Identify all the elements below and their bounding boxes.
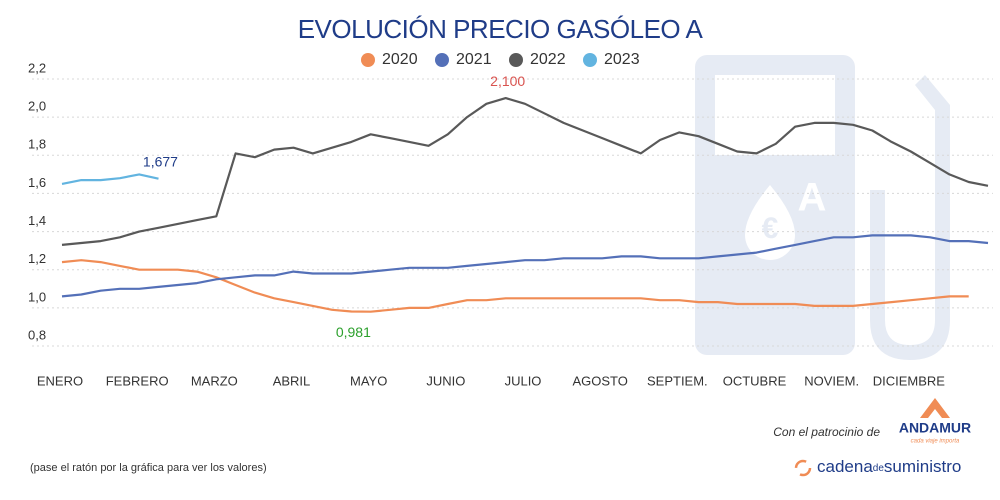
- legend-marker: [583, 53, 597, 67]
- legend-marker: [509, 53, 523, 67]
- x-tick-label: SEPTIEM.: [647, 373, 708, 388]
- legend-marker: [435, 53, 449, 67]
- x-tick-label: OCTUBRE: [723, 373, 787, 388]
- data-label: 2,100: [490, 73, 525, 89]
- x-tick-label: NOVIEM.: [804, 373, 859, 388]
- sponsor-logo: [920, 398, 950, 418]
- legend-label[interactable]: 2021: [456, 51, 492, 68]
- legend-label[interactable]: 2023: [604, 51, 640, 68]
- x-tick-label: MAYO: [350, 373, 387, 388]
- data-label: 1,677: [143, 153, 178, 169]
- background-icon: € A: [695, 55, 950, 360]
- y-tick-label: 1,8: [28, 137, 46, 152]
- line-series: [61, 259, 969, 313]
- data-label: 0,981: [336, 324, 371, 340]
- x-tick-label: ENERO: [37, 373, 83, 388]
- y-tick-label: 2,0: [28, 99, 46, 114]
- y-tick-label: 1,6: [28, 175, 46, 190]
- legend-label[interactable]: 2022: [530, 51, 566, 68]
- note: (pase el ratón por la gráfica para ver l…: [30, 462, 267, 474]
- y-tick-label: 1,4: [28, 213, 46, 228]
- sponsor-text: Con el patrocinio de: [773, 425, 880, 439]
- sponsor-tagline: cada viaje importa: [911, 439, 960, 445]
- x-tick-label: JUNIO: [426, 373, 465, 388]
- x-tick-label: MARZO: [191, 373, 238, 388]
- y-tick-label: 1,0: [28, 289, 46, 304]
- y-tick-label: 2,2: [28, 60, 46, 75]
- brand-icon: [794, 459, 812, 477]
- svg-text:€: €: [762, 212, 779, 245]
- svg-text:A: A: [798, 176, 827, 220]
- x-tick-label: AGOSTO: [572, 373, 627, 388]
- x-tick-label: FEBRERO: [106, 373, 169, 388]
- y-tick-label: 1,2: [28, 251, 46, 266]
- x-tick-label: JULIO: [505, 373, 542, 388]
- brand: cadenadesuministro: [817, 457, 961, 476]
- line-series: [61, 97, 989, 246]
- x-tick-label: ABRIL: [273, 373, 311, 388]
- chart-title: EVOLUCIÓN PRECIO GASÓLEO A: [298, 14, 704, 44]
- x-tick-label: DICIEMBRE: [873, 373, 946, 388]
- legend: 2020 2021 2022 2023: [361, 51, 640, 68]
- legend-marker: [361, 53, 375, 67]
- sponsor-name: ANDAMUR: [899, 420, 971, 436]
- legend-label[interactable]: 2020: [382, 51, 418, 68]
- line-series: [61, 173, 159, 185]
- y-tick-label: 0,8: [28, 327, 46, 342]
- line-series: [61, 234, 989, 298]
